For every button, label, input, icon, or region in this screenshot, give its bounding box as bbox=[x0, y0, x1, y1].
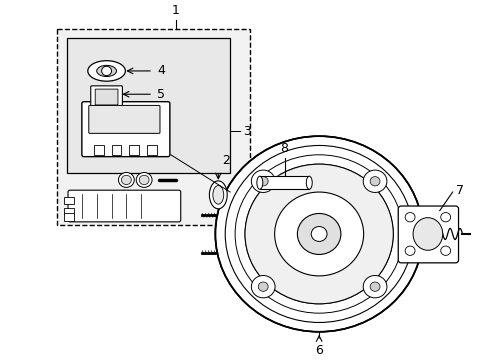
Circle shape bbox=[244, 164, 392, 304]
Bar bbox=[64, 208, 74, 215]
Circle shape bbox=[215, 136, 422, 332]
Bar bbox=[64, 197, 74, 204]
Ellipse shape bbox=[97, 66, 116, 77]
Text: 1: 1 bbox=[171, 4, 180, 17]
Circle shape bbox=[274, 192, 363, 276]
Circle shape bbox=[297, 213, 340, 255]
Circle shape bbox=[258, 177, 267, 186]
Circle shape bbox=[310, 226, 326, 242]
Circle shape bbox=[369, 177, 379, 186]
Bar bbox=[67, 38, 230, 174]
Circle shape bbox=[136, 172, 152, 188]
FancyBboxPatch shape bbox=[91, 86, 122, 108]
Text: 4: 4 bbox=[157, 64, 164, 77]
Circle shape bbox=[363, 275, 386, 298]
FancyBboxPatch shape bbox=[397, 206, 458, 263]
Circle shape bbox=[363, 170, 386, 193]
Circle shape bbox=[139, 175, 149, 185]
Circle shape bbox=[102, 66, 111, 76]
Circle shape bbox=[251, 170, 275, 193]
Text: 3: 3 bbox=[243, 125, 250, 138]
Circle shape bbox=[405, 246, 414, 255]
Circle shape bbox=[121, 175, 131, 185]
Circle shape bbox=[405, 212, 414, 222]
Bar bbox=[57, 29, 249, 225]
FancyBboxPatch shape bbox=[68, 190, 181, 222]
Bar bbox=[94, 145, 103, 155]
Circle shape bbox=[369, 282, 379, 291]
Ellipse shape bbox=[412, 218, 442, 250]
Circle shape bbox=[118, 172, 134, 188]
Text: 8: 8 bbox=[280, 142, 288, 155]
Text: 2: 2 bbox=[222, 154, 230, 167]
Bar bbox=[111, 145, 121, 155]
FancyBboxPatch shape bbox=[81, 102, 169, 157]
Bar bbox=[129, 145, 139, 155]
Circle shape bbox=[440, 246, 450, 255]
Bar bbox=[147, 145, 157, 155]
Circle shape bbox=[440, 212, 450, 222]
FancyBboxPatch shape bbox=[89, 105, 160, 133]
Ellipse shape bbox=[256, 176, 262, 189]
Text: 6: 6 bbox=[315, 344, 323, 357]
Circle shape bbox=[251, 275, 275, 298]
Ellipse shape bbox=[212, 185, 224, 204]
Ellipse shape bbox=[209, 181, 227, 209]
Circle shape bbox=[258, 282, 267, 291]
Ellipse shape bbox=[88, 61, 125, 81]
Text: 7: 7 bbox=[455, 184, 463, 197]
FancyBboxPatch shape bbox=[95, 89, 118, 105]
Text: 5: 5 bbox=[157, 88, 164, 101]
Bar bbox=[64, 213, 74, 221]
Ellipse shape bbox=[305, 176, 311, 189]
